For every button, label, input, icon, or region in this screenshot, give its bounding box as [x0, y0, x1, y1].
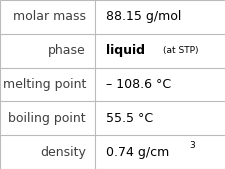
- Text: molar mass: molar mass: [13, 10, 86, 23]
- Text: – 108.6 °C: – 108.6 °C: [106, 78, 171, 91]
- Text: phase: phase: [48, 44, 86, 57]
- Text: liquid: liquid: [106, 44, 145, 57]
- Text: 55.5 °C: 55.5 °C: [106, 112, 153, 125]
- Text: (at STP): (at STP): [163, 46, 198, 55]
- Text: 3: 3: [188, 141, 194, 150]
- Text: melting point: melting point: [2, 78, 86, 91]
- Text: density: density: [40, 146, 86, 159]
- Text: 88.15 g/mol: 88.15 g/mol: [106, 10, 181, 23]
- Text: boiling point: boiling point: [8, 112, 86, 125]
- Text: 0.74 g/cm: 0.74 g/cm: [106, 146, 169, 159]
